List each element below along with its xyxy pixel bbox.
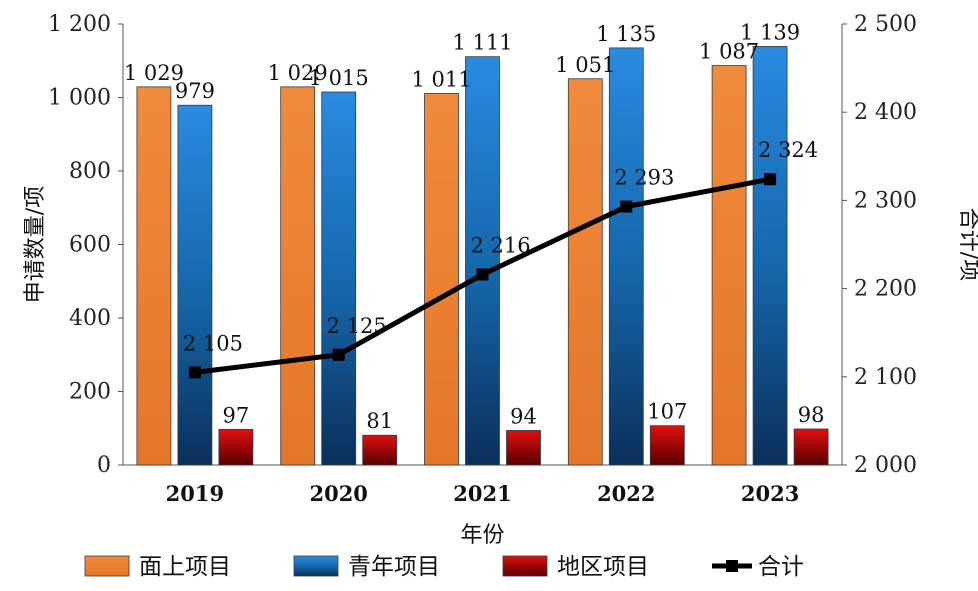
legend-label: 地区项目 [557, 554, 649, 580]
y-left-tick-label: 400 [69, 306, 111, 331]
total-point-2023 [764, 173, 777, 186]
y-right-tick-label: 2 000 [854, 453, 917, 478]
x-tick-label: 2020 [309, 481, 367, 506]
bar-3-2019 [218, 428, 254, 466]
bar-2-2023 [752, 46, 788, 466]
bar-data-label: 1 111 [452, 31, 512, 55]
total-point-2022 [620, 200, 633, 213]
bar-1-2021 [424, 93, 459, 466]
legend-label: 合计 [758, 554, 804, 580]
bar-data-label: 1 051 [555, 53, 615, 77]
total-point-2019 [188, 366, 201, 379]
bar-2-2022 [608, 47, 644, 466]
bar-data-label: 1 139 [740, 20, 800, 44]
bar-2-2020 [321, 91, 357, 466]
legend-item-4: 合计 [712, 554, 804, 580]
bar-2-2021 [465, 56, 500, 466]
bar-data-label: 1 029 [124, 61, 184, 85]
x-tick-label: 2021 [453, 481, 511, 506]
y-right-tick-label: 2 100 [854, 365, 917, 390]
bar-1-2019 [136, 86, 172, 466]
bar-1-2020 [280, 86, 316, 466]
y-axis-right-title: 合计/项 [956, 208, 978, 281]
bar-3-2023 [793, 428, 829, 466]
bar-2-2019 [177, 104, 213, 466]
y-axis-left-title: 申请数量/项 [23, 186, 48, 303]
bar-data-label: 98 [798, 403, 825, 427]
bar-data-label: 1 015 [309, 66, 369, 90]
bar-data-label: 97 [223, 403, 250, 427]
x-tick-label: 2019 [166, 481, 224, 506]
y-left-tick-label: 1 200 [48, 12, 111, 37]
y-left-tick-label: 0 [97, 453, 111, 478]
bar-data-label: 979 [175, 79, 215, 103]
y-left-tick-label: 600 [69, 233, 111, 258]
total-data-label: 2 293 [614, 166, 674, 190]
legend-label: 面上项目 [139, 554, 231, 580]
x-tick-label: 2023 [741, 481, 799, 506]
bar-data-label: 94 [510, 404, 537, 428]
y-right-tick-label: 2 200 [854, 277, 917, 302]
y-right-tick-label: 2 300 [854, 188, 917, 213]
bar-1-2023 [711, 65, 747, 466]
total-point-2020 [332, 348, 345, 361]
legend-swatch [293, 555, 339, 577]
bar-data-label: 1 011 [411, 67, 471, 91]
bar-data-label: 107 [647, 400, 687, 424]
bar-1-2022 [567, 78, 603, 466]
bar-3-2022 [649, 425, 685, 466]
legend-item-2: 青年项目 [293, 554, 440, 580]
total-data-label: 2 324 [758, 138, 818, 162]
bar-3-2021 [506, 430, 541, 466]
legend-item-1: 面上项目 [84, 554, 231, 580]
y-right-tick-label: 2 400 [854, 100, 917, 125]
bar-data-label: 1 029 [268, 61, 328, 85]
total-data-label: 2 105 [183, 331, 243, 355]
total-point-2021 [476, 268, 489, 281]
y-left-tick-label: 1 000 [48, 86, 111, 111]
x-axis-title: 年份 [460, 523, 504, 548]
legend-swatch-marker [726, 560, 738, 572]
bar-data-label: 81 [366, 409, 393, 433]
legend-swatch [502, 555, 548, 577]
x-tick-label: 2022 [597, 481, 655, 506]
y-left-tick-label: 200 [69, 380, 111, 405]
legend-swatch [84, 555, 130, 577]
y-right-tick-label: 2 500 [854, 12, 917, 37]
legend-label: 青年项目 [348, 554, 440, 580]
bar-data-label: 1 135 [596, 22, 656, 46]
y-left-tick-label: 800 [69, 159, 111, 184]
total-data-label: 2 216 [470, 233, 530, 257]
legend-item-3: 地区项目 [502, 554, 649, 580]
bar-data-label: 1 087 [699, 40, 759, 64]
bar-3-2020 [362, 434, 398, 466]
total-data-label: 2 125 [327, 314, 387, 338]
